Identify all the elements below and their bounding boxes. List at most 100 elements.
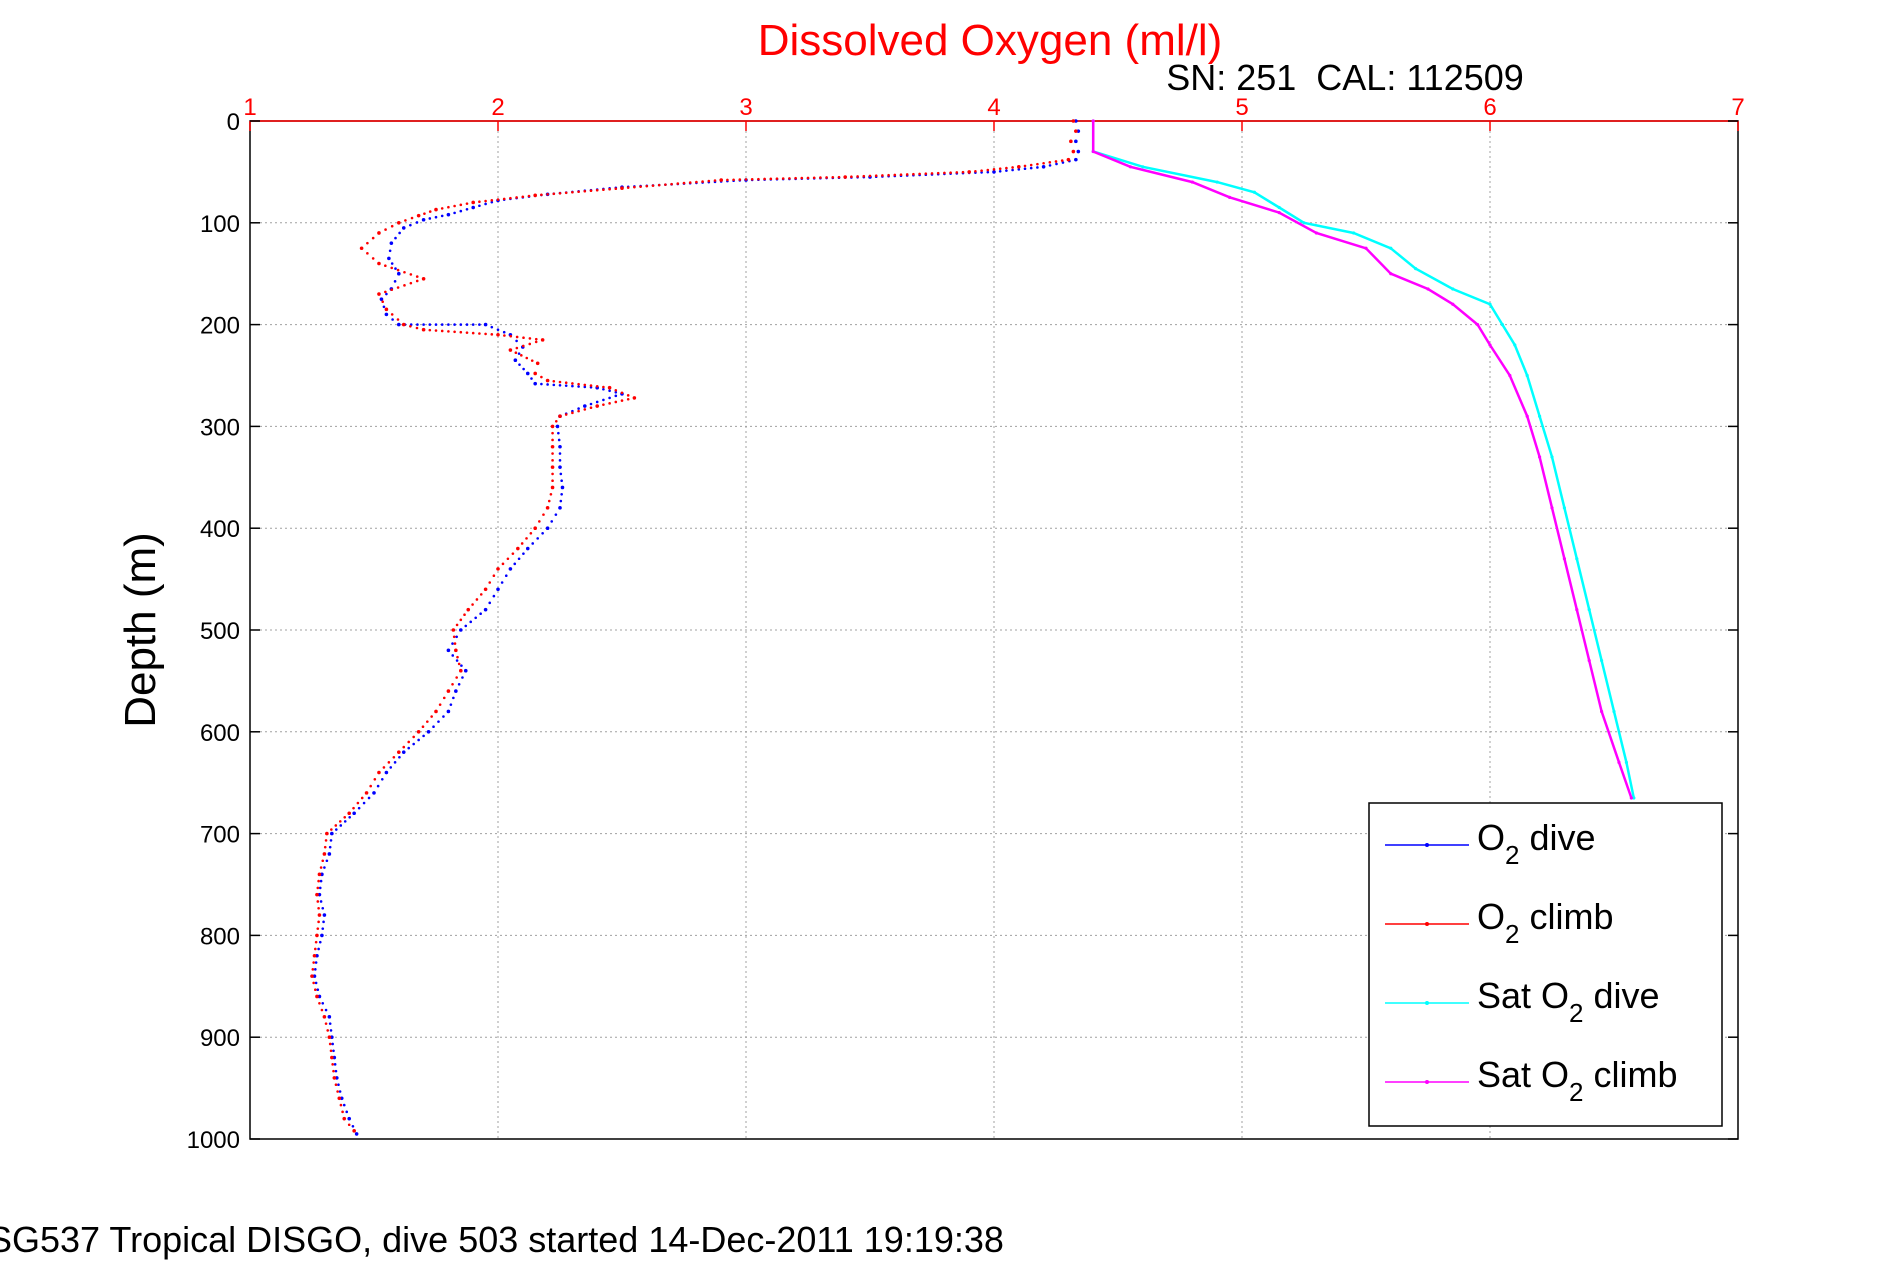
data-point-interp: [546, 192, 549, 196]
data-point: [446, 648, 451, 653]
data-point-interp: [434, 215, 438, 219]
data-point-interp: [547, 499, 551, 503]
data-point-interp: [564, 381, 568, 385]
data-point: [446, 689, 451, 693]
data-point-interp: [614, 187, 618, 190]
series-sat-o2-climb: [1091, 119, 1633, 800]
data-point: [463, 668, 468, 673]
data-point-interp: [521, 344, 525, 348]
data-point: [377, 231, 381, 235]
data-point-interp: [323, 866, 326, 869]
data-point-interp: [602, 385, 605, 389]
data-point: [317, 892, 322, 897]
data-point-interp: [1036, 166, 1039, 169]
data-point-interp: [522, 367, 525, 371]
data-point-interp: [1048, 164, 1052, 167]
data-point-interp: [905, 173, 909, 176]
data-point-interp: [583, 189, 587, 193]
data-point: [315, 892, 319, 897]
data-point-interp: [447, 323, 450, 326]
data-point: [1451, 302, 1455, 306]
data-point-interp: [571, 382, 574, 385]
data-point-interp: [316, 988, 320, 991]
data-point: [583, 404, 587, 408]
x-tick-label: 5: [1235, 94, 1248, 121]
data-point-interp: [426, 720, 429, 723]
data-point-interp: [559, 472, 563, 476]
data-point: [1091, 149, 1095, 154]
data-point-interp: [571, 190, 574, 194]
data-point-interp: [583, 408, 587, 411]
data-point-interp: [390, 313, 394, 316]
data-point: [327, 1015, 332, 1019]
data-point-interp: [1029, 163, 1033, 167]
data-point-interp: [614, 388, 618, 392]
data-point-interp: [434, 329, 438, 332]
data-point-interp: [540, 193, 543, 197]
data-point: [1600, 709, 1604, 714]
data-point-interp: [440, 214, 444, 218]
data-point-interp: [550, 520, 554, 523]
data-point-interp: [781, 177, 785, 180]
data-point-interp: [331, 1063, 334, 1066]
data-point-interp: [589, 406, 593, 410]
data-point-interp: [389, 766, 393, 769]
data-point-interp: [503, 334, 506, 337]
data-point: [620, 186, 624, 190]
data-point-interp: [541, 531, 544, 535]
data-point-interp: [517, 352, 521, 355]
data-point-interp: [521, 195, 525, 199]
data-point-interp: [417, 738, 420, 742]
data-point: [1215, 180, 1219, 184]
legend-entry-sat-o2-dive: Sat O2 dive: [1385, 975, 1660, 1028]
data-point-interp: [664, 183, 667, 186]
data-point: [330, 1035, 334, 1039]
data-point: [1617, 760, 1621, 764]
data-point: [496, 587, 500, 592]
data-point-interp: [502, 330, 506, 334]
data-point-interp: [1048, 161, 1052, 164]
data-point-interp: [381, 300, 384, 303]
data-point-interp: [373, 778, 377, 781]
data-point: [434, 709, 438, 714]
data-point-interp: [338, 820, 342, 823]
data-point-interp: [402, 745, 406, 749]
data-point-interp: [552, 380, 556, 383]
data-point-interp: [366, 252, 369, 255]
data-point-interp: [409, 281, 413, 285]
data-point-interp: [546, 383, 549, 386]
data-point-interp: [334, 824, 338, 827]
data-point: [312, 974, 317, 978]
data-point: [1302, 221, 1306, 225]
data-point: [317, 994, 322, 999]
data-point-interp: [589, 384, 593, 387]
data-point-interp: [412, 735, 415, 739]
data-point-interp: [552, 383, 556, 387]
data-point-interp: [451, 682, 454, 686]
data-point-interp: [558, 380, 562, 384]
tick-labels: 1 2 3 4 5 6 7 0 100 200 300 400 500 600 700 800 900 1000: [187, 94, 1745, 1154]
data-point: [330, 1055, 334, 1060]
data-point-interp: [312, 961, 315, 964]
data-point: [459, 628, 463, 632]
data-point-interp: [319, 900, 323, 903]
data-point: [446, 212, 451, 217]
data-point-interp: [490, 200, 494, 204]
data-point-interp: [484, 202, 487, 206]
data-point-interp: [318, 886, 322, 890]
data-point: [1071, 119, 1076, 123]
data-point-interp: [438, 703, 442, 706]
data-point-interp: [347, 1123, 351, 1127]
y-tick-label: 300: [200, 414, 240, 441]
data-point-interp: [986, 168, 990, 172]
data-point-interp: [577, 407, 580, 410]
data-point-interp: [460, 664, 463, 667]
data-point-interp: [384, 228, 387, 231]
data-point: [397, 221, 401, 225]
data-point-interp: [558, 191, 562, 195]
data-point-interp: [422, 323, 425, 326]
data-point-interp: [409, 223, 412, 227]
data-point: [459, 668, 463, 673]
legend-label: O2 climb: [1477, 896, 1614, 949]
